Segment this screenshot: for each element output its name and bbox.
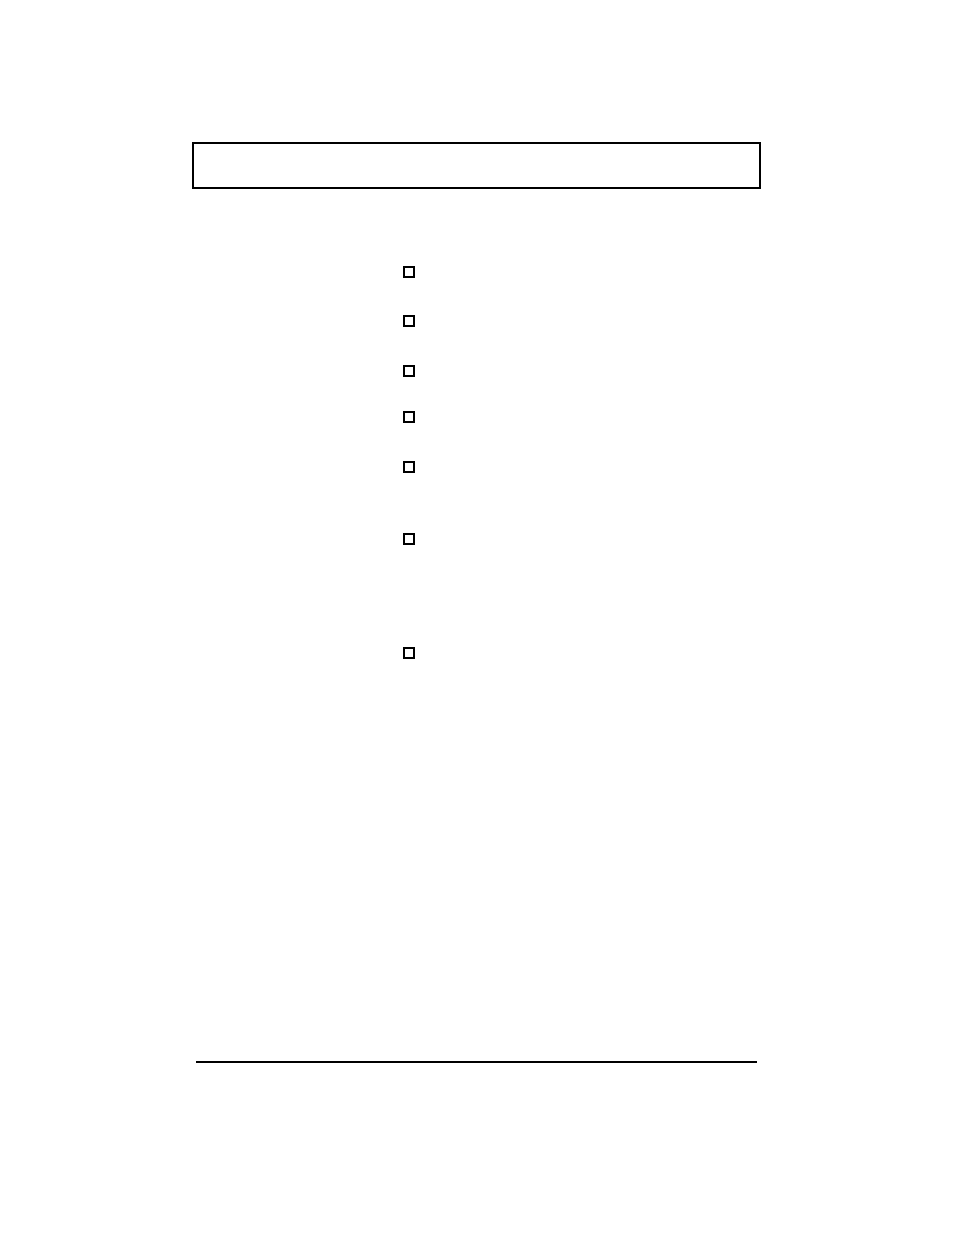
checkbox-item[interactable] (403, 461, 415, 473)
horizontal-rule (196, 1061, 757, 1063)
document-page (0, 0, 954, 1235)
checkbox-item[interactable] (403, 533, 415, 545)
checkbox-item[interactable] (403, 266, 415, 278)
checkbox-item[interactable] (403, 647, 415, 659)
checkbox-item[interactable] (403, 365, 415, 377)
title-box (192, 142, 761, 189)
checkbox-item[interactable] (403, 315, 415, 327)
checkbox-item[interactable] (403, 411, 415, 423)
